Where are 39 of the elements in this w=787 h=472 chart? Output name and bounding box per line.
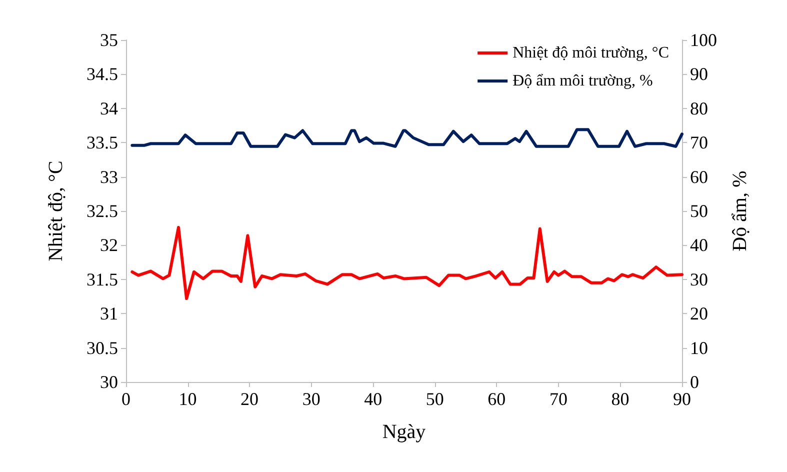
y2-tick-label: 80 bbox=[690, 98, 708, 118]
y-tick-label: 32.5 bbox=[86, 201, 118, 221]
x-tick-label: 90 bbox=[673, 389, 691, 409]
x-axis-title: Ngày bbox=[382, 421, 426, 443]
y-tick-label: 31 bbox=[100, 304, 118, 324]
line-series bbox=[130, 226, 684, 300]
x-tick-label: 0 bbox=[122, 389, 130, 409]
y2-tick-label: 10 bbox=[690, 338, 708, 358]
y2-tick-label: 100 bbox=[690, 30, 717, 50]
y-tick-label: 30.5 bbox=[86, 338, 118, 358]
legend-label: Nhiệt độ môi trường, °C bbox=[512, 44, 670, 62]
y2-tick-label: 60 bbox=[690, 166, 708, 187]
y2-axis-title: Độ ẩm, % bbox=[729, 170, 751, 252]
y2-tick-label: 0 bbox=[690, 372, 699, 392]
x-tick-label: 50 bbox=[426, 389, 444, 409]
y-tick-label: 35 bbox=[100, 30, 118, 50]
y2-tick-label: 20 bbox=[690, 304, 708, 324]
x-tick-label: 20 bbox=[240, 389, 259, 409]
y-tick-label: 33 bbox=[100, 166, 118, 187]
x-tick-label: 40 bbox=[364, 389, 382, 409]
line-series bbox=[130, 128, 684, 148]
y-tick-label: 31.5 bbox=[86, 269, 118, 290]
x-tick-label: 10 bbox=[178, 389, 197, 409]
y-tick-label: 33.5 bbox=[86, 132, 118, 153]
y2-tick-label: 30 bbox=[690, 269, 708, 290]
x-tick-label: 70 bbox=[549, 389, 568, 409]
y2-tick-label: 70 bbox=[690, 132, 708, 153]
y-tick-label: 32 bbox=[100, 235, 118, 256]
y-tick-label: 34.5 bbox=[86, 64, 118, 84]
y-axis-title: Nhiệt độ, °C bbox=[45, 160, 67, 262]
y-tick-label: 34 bbox=[100, 98, 118, 118]
y2-tick-label: 40 bbox=[690, 235, 708, 256]
y2-tick-label: 90 bbox=[690, 64, 708, 84]
y-tick-label: 30 bbox=[100, 372, 118, 392]
y2-tick-label: 50 bbox=[690, 201, 708, 221]
x-tick-label: 30 bbox=[302, 389, 320, 409]
x-tick-label: 80 bbox=[611, 389, 630, 409]
legend-label: Độ ẩm môi trường, % bbox=[512, 72, 653, 90]
x-tick-label: 60 bbox=[488, 389, 506, 409]
